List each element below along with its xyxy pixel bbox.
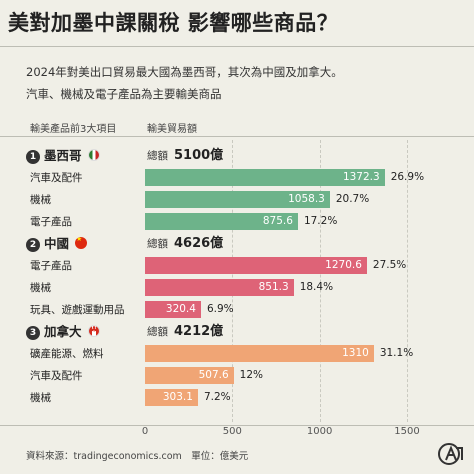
country-total: 總額 4626億 bbox=[147, 232, 223, 251]
country-name: 中國 bbox=[44, 236, 70, 251]
rank-number: 3 bbox=[26, 326, 40, 340]
rank-number: 2 bbox=[26, 238, 40, 252]
category-label: 礦產能源、燃料 bbox=[30, 348, 104, 360]
column-header-trade-value: 輸美貿易額 bbox=[147, 124, 197, 135]
category-label: 汽車及配件 bbox=[30, 172, 83, 184]
source-footer: 資料來源：tradingeconomics.com 單位：億美元 bbox=[26, 451, 249, 462]
x-axis-line bbox=[0, 425, 474, 426]
title-divider bbox=[0, 46, 474, 47]
share-percent-label: 6.9% bbox=[206, 303, 234, 315]
category-label: 汽車及配件 bbox=[30, 370, 83, 382]
x-tick-label: 1500 bbox=[394, 426, 420, 437]
bar-value-label: 851.3 bbox=[258, 281, 289, 293]
bar-value-label: 1270.6 bbox=[325, 259, 362, 271]
share-percent-label: 20.7% bbox=[335, 193, 370, 205]
category-label: 玩具、遊戲運動用品 bbox=[30, 304, 125, 316]
bar bbox=[145, 191, 330, 208]
share-percent-label: 7.2% bbox=[203, 391, 231, 403]
bar-value-label: 320.4 bbox=[165, 303, 196, 315]
category-label: 電子產品 bbox=[30, 260, 72, 272]
gridline bbox=[319, 140, 321, 422]
cna-logo-icon bbox=[438, 443, 463, 465]
subtitle-line-1: 2024年對美出口貿易最大國為墨西哥，其次為中國及加拿大。 bbox=[26, 65, 343, 79]
category-label: 機械 bbox=[30, 282, 51, 294]
chart-title: 美對加墨中課關稅 影響哪些商品？ bbox=[8, 11, 339, 35]
bar-value-label: 1310 bbox=[342, 347, 369, 359]
category-label: 機械 bbox=[30, 392, 51, 404]
bar-value-label: 875.6 bbox=[262, 215, 293, 227]
bar-value-label: 507.6 bbox=[198, 369, 229, 381]
share-percent-label: 26.9% bbox=[390, 171, 425, 183]
x-tick-label: 500 bbox=[222, 426, 242, 437]
country-heading: 1 墨西哥 bbox=[26, 145, 100, 164]
category-label: 機械 bbox=[30, 194, 51, 206]
x-tick-label: 1000 bbox=[306, 426, 333, 437]
bar bbox=[145, 301, 201, 318]
share-percent-label: 12% bbox=[239, 369, 263, 381]
bar bbox=[145, 367, 234, 384]
share-percent-label: 18.4% bbox=[299, 281, 334, 293]
total-label: 總額 bbox=[147, 150, 168, 162]
country-name: 加拿大 bbox=[44, 324, 82, 339]
country-heading: 2 中國 bbox=[26, 233, 88, 252]
share-percent-label: 31.1% bbox=[379, 347, 414, 359]
total-label: 總額 bbox=[147, 238, 168, 250]
china-flag-icon bbox=[75, 237, 88, 249]
bar bbox=[145, 169, 385, 186]
bar bbox=[145, 389, 198, 406]
country-name: 墨西哥 bbox=[44, 148, 82, 163]
bar-value-label: 1372.3 bbox=[342, 171, 380, 183]
total-value: 4212億 bbox=[174, 324, 224, 339]
total-value: 4626億 bbox=[174, 236, 224, 251]
column-header-products: 輸美產品前3大項目 bbox=[30, 124, 117, 135]
total-label: 總額 bbox=[147, 326, 168, 338]
bar-value-label: 303.1 bbox=[162, 391, 193, 403]
share-percent-label: 27.5% bbox=[372, 259, 407, 271]
bar bbox=[145, 213, 298, 230]
subtitle-line-2: 汽車、機械及電子產品為主要輸美商品 bbox=[26, 87, 222, 101]
gridline bbox=[407, 140, 408, 422]
mexico-flag-icon bbox=[87, 149, 100, 161]
rank-number: 1 bbox=[26, 150, 40, 164]
x-tick-label: 0 bbox=[141, 426, 149, 437]
canada-flag-icon bbox=[87, 325, 100, 337]
bar bbox=[145, 279, 294, 296]
country-total: 總額 4212億 bbox=[147, 320, 223, 339]
bar-value-label: 1058.3 bbox=[288, 193, 325, 205]
country-total: 總額 5100億 bbox=[147, 144, 223, 163]
bar bbox=[145, 345, 374, 362]
header-divider bbox=[0, 136, 474, 137]
country-heading: 3 加拿大 bbox=[26, 321, 100, 340]
category-label: 電子產品 bbox=[30, 216, 72, 228]
share-percent-label: 17.2% bbox=[303, 215, 338, 227]
bar bbox=[145, 257, 367, 274]
total-value: 5100億 bbox=[174, 148, 224, 163]
